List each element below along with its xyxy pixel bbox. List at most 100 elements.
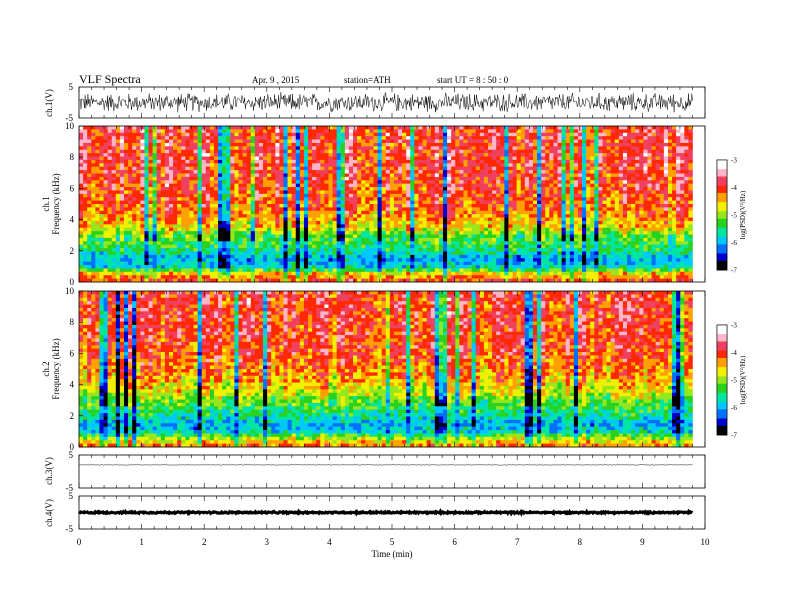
spectrogram-cell	[524, 227, 530, 232]
spectrogram-cell	[524, 187, 530, 191]
spectrogram-cell	[144, 126, 149, 130]
spectrogram-cell	[565, 146, 571, 151]
spectrogram-cell	[655, 163, 661, 167]
spectrogram-cell	[672, 207, 677, 212]
spectrogram-cell	[95, 183, 100, 188]
spectrogram-cell	[160, 237, 166, 242]
spectrogram-cell	[111, 234, 117, 239]
spectrogram-cell	[119, 132, 125, 137]
spectrogram-cell	[242, 227, 247, 232]
spectrogram-cell	[631, 190, 636, 195]
spectrogram-cell	[631, 139, 636, 144]
spectrogram-cell	[189, 224, 194, 229]
spectrogram-cell	[87, 231, 92, 235]
spectrogram-cell	[479, 173, 485, 178]
spectrogram-cell	[299, 132, 305, 137]
spectrogram-cell	[463, 129, 468, 134]
spectrogram-cell	[545, 231, 550, 235]
spectrogram-cell	[271, 234, 276, 239]
spectrogram-cell	[303, 149, 309, 154]
spectrogram-cell	[107, 163, 113, 167]
spectrogram-cell	[218, 234, 223, 239]
spectrogram-cell	[483, 220, 489, 225]
spectrogram-cell	[299, 156, 305, 161]
spectrogram-cell	[549, 159, 554, 164]
spectrogram-cell	[398, 187, 403, 191]
spectrogram-cell	[647, 207, 652, 212]
spectrogram-cell	[95, 156, 100, 161]
spectrogram-cell	[406, 210, 411, 215]
spectrogram-cell	[99, 197, 104, 201]
spectrogram-cell	[283, 217, 288, 222]
spectrogram-cell	[483, 153, 489, 157]
spectrogram-cell	[553, 197, 558, 201]
spectrogram-cell	[688, 190, 693, 195]
spectrogram-cell	[418, 126, 423, 130]
spectrogram-cell	[123, 136, 129, 140]
spectrogram-cell	[160, 183, 166, 188]
spectrogram-cell	[406, 190, 411, 195]
spectrogram-cell	[111, 149, 117, 154]
spectrogram-cell	[688, 170, 693, 174]
spectrogram-cell	[651, 176, 656, 181]
spectrogram-cell	[148, 193, 153, 198]
spectrogram-cell	[111, 231, 117, 235]
spectrogram-cell	[627, 224, 632, 229]
spectrogram-cell	[618, 180, 624, 184]
spectrogram-cell	[185, 170, 190, 174]
spectrogram-cell	[123, 142, 129, 147]
spectrogram-cell	[299, 210, 305, 215]
spectrogram-cell	[393, 217, 399, 222]
spectrogram-cell	[201, 200, 207, 205]
spectrogram-cell	[381, 139, 387, 144]
spectrogram-cell	[414, 183, 419, 188]
spectrogram-cell	[389, 193, 395, 198]
spectrogram-cell	[385, 142, 391, 147]
spectrogram-cell	[455, 220, 460, 225]
spectrogram-cell	[618, 170, 624, 174]
spectrogram-cell	[234, 146, 239, 151]
spectrogram-cell	[222, 156, 227, 161]
spectrogram-cell	[676, 129, 681, 134]
spectrogram-cell	[561, 163, 566, 167]
spectrogram-cell	[324, 207, 329, 212]
spectrogram-cell	[508, 220, 513, 225]
spectrogram-cell	[148, 190, 153, 195]
spectrogram-cell	[418, 193, 423, 198]
spectrogram-cell	[115, 166, 121, 171]
spectrogram-cell	[614, 149, 620, 154]
spectrogram-cell	[582, 193, 587, 198]
spectrogram-cell	[438, 129, 444, 134]
spectrogram-cell	[209, 136, 215, 140]
spectrogram-cell	[308, 217, 313, 222]
spectrogram-cell	[467, 210, 472, 215]
spectrogram-cell	[602, 224, 607, 229]
spectrogram-cell	[426, 231, 432, 235]
spectrogram-cell	[672, 183, 677, 188]
spectrogram-cell	[230, 132, 235, 137]
spectrogram-cell	[234, 159, 239, 164]
spectrogram-cell	[160, 210, 166, 215]
spectrogram-cell	[639, 231, 644, 235]
spectrogram-cell	[164, 129, 170, 134]
spectrogram-cell	[258, 173, 264, 178]
spectrogram-cell	[246, 200, 252, 205]
spectrogram-cell	[398, 193, 403, 198]
spectrogram-cell	[447, 207, 452, 212]
spectrogram-cell	[610, 176, 616, 181]
spectrogram-cell	[402, 210, 407, 215]
spectrogram-cell	[508, 156, 513, 161]
spectrogram-cell	[213, 220, 219, 225]
spectrogram-cell	[197, 190, 202, 195]
spectrogram-cell	[459, 146, 464, 151]
spectrogram-cell	[684, 153, 689, 157]
spectrogram-cell	[299, 126, 305, 130]
spectrogram-cell	[532, 139, 538, 144]
spectrogram-cell	[455, 170, 460, 174]
spectrogram-cell	[528, 153, 534, 157]
spectrogram-cell	[287, 204, 292, 208]
spectrogram-cell	[672, 176, 677, 181]
spectrogram-cell	[189, 187, 194, 191]
spectrogram-cell	[320, 193, 325, 198]
spectrogram-cell	[680, 210, 685, 215]
